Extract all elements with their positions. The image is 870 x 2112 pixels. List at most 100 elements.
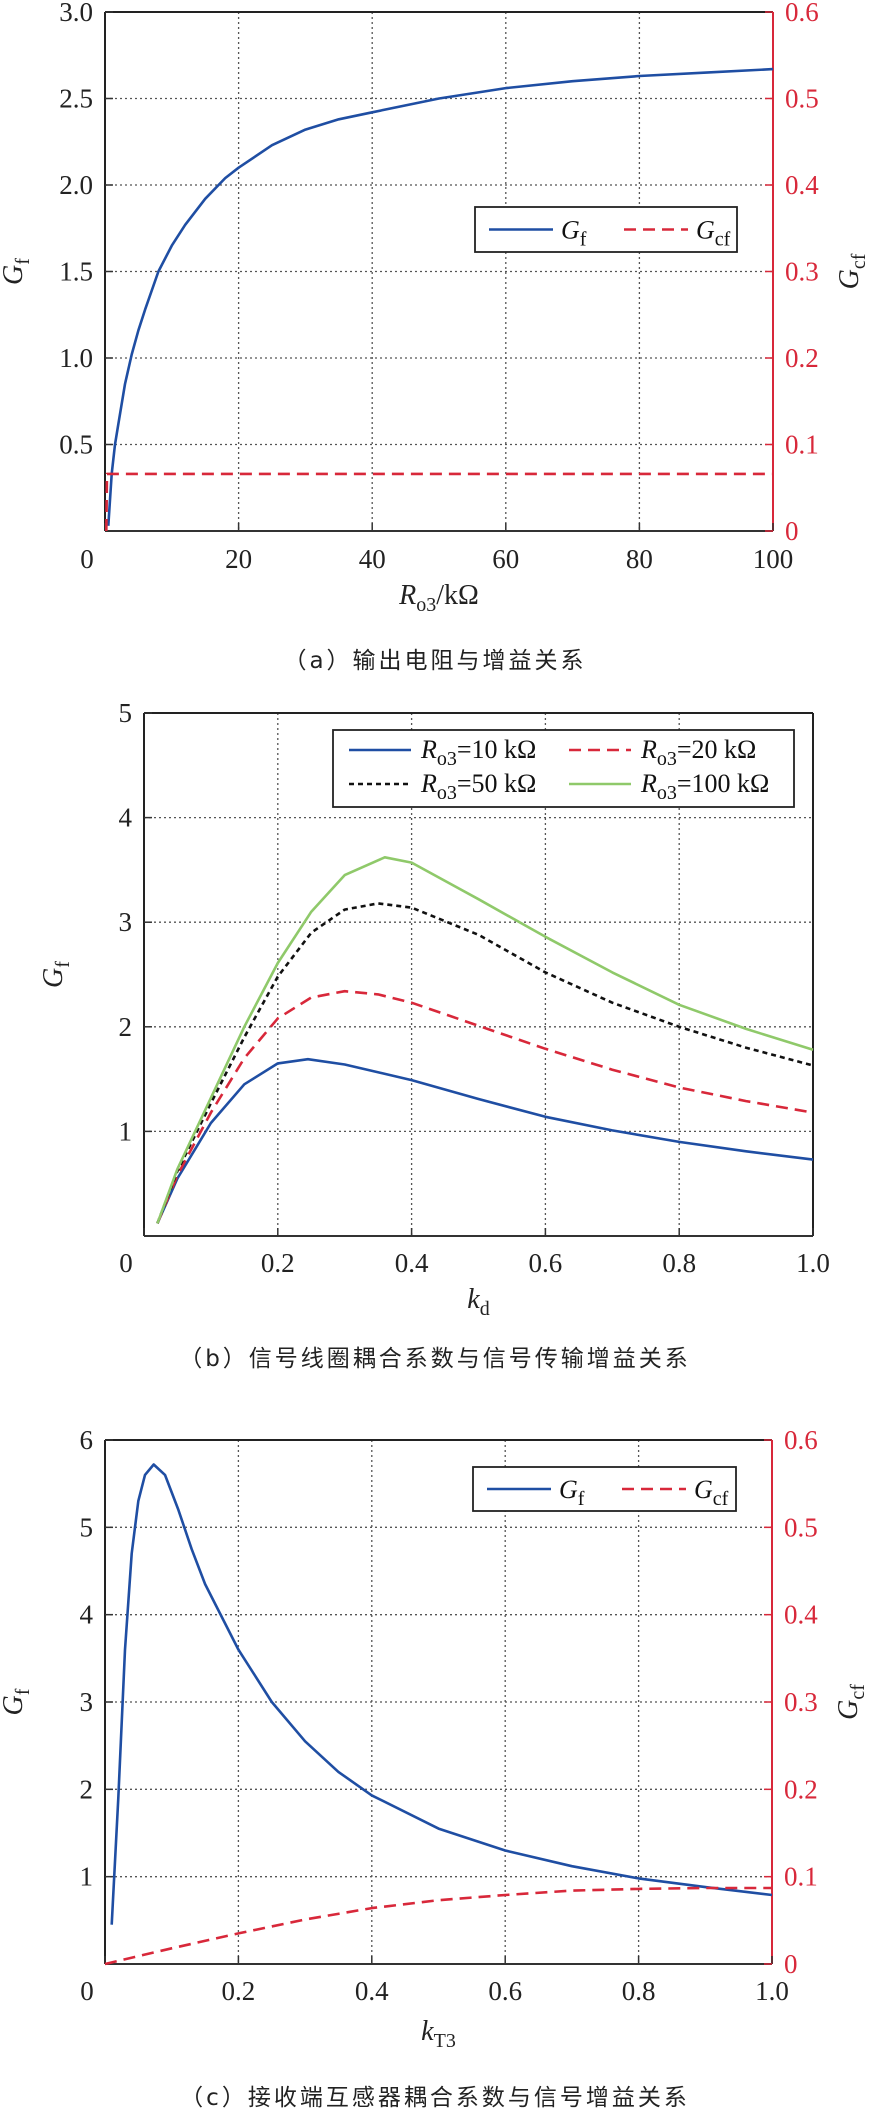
y-axis-label-left: Gf (0, 258, 34, 285)
x-tick-label: 0 (80, 1976, 94, 2006)
x-tick-label: 0.4 (355, 1976, 389, 2006)
series-line (110, 1463, 773, 1925)
legend: Ro3=10 kΩ Ro3=20 kΩ Ro3=50 kΩ Ro3=100 kΩ (332, 729, 795, 808)
x-axis-label: kT3 (421, 2016, 456, 2052)
grid-lines (105, 12, 773, 531)
svg-text:Gcf: Gcf (696, 216, 731, 251)
x-tick-label: 0 (80, 544, 94, 574)
data-series (104, 1463, 773, 1966)
x-axis-label: kd (467, 1284, 489, 1320)
x-axis-label: Ro3/kΩ (398, 580, 479, 616)
caption-b: （b）信号线圈耦合系数与信号传输增益关系 (179, 1346, 691, 1372)
svg-text:Gcf: Gcf (834, 253, 870, 289)
svg-text:Ro3=10 kΩ: Ro3=10 kΩ (420, 735, 536, 770)
y-tick-label-right: 0.6 (785, 0, 819, 27)
svg-text:Gf: Gf (0, 258, 34, 285)
y-tick-label: 3.0 (59, 0, 93, 27)
y-tick-label-right: 0 (784, 1949, 798, 1979)
caption-a: （a）输出电阻与增益关系 (283, 648, 587, 674)
chart-receiver-transformer-coupling-gain: 0 0.2 0.4 0.6 0.8 1.0 1 2 3 4 5 6 0 0.1 0.2 0.3 0.4 0.5 0.… (0, 1425, 869, 2052)
y-tick-label: 2 (80, 1774, 94, 1804)
y-tick-labels-left: 1 2 3 4 5 (119, 698, 152, 1146)
x-tick-label: 0.8 (622, 1976, 656, 2006)
y-tick-labels-right: 0 0.1 0.2 0.3 0.4 0.5 0.6 (764, 1425, 818, 1979)
data-series (156, 855, 814, 1224)
y-tick-label-right: 0.3 (784, 1687, 818, 1717)
legend: Gf Gcf (472, 1466, 737, 1512)
y-tick-label-right: 0.2 (785, 343, 819, 373)
y-axis-label-left: Gf (38, 961, 74, 988)
svg-text:Gf: Gf (559, 1475, 585, 1510)
svg-text:kd: kd (467, 1284, 489, 1320)
x-tick-label: 0.2 (261, 1248, 295, 1278)
series-line (107, 67, 774, 526)
legend: Gf Gcf (474, 206, 738, 253)
x-tick-label: 40 (359, 544, 386, 574)
y-tick-label: 4 (80, 1600, 94, 1630)
x-tick-label: 1.0 (796, 1248, 830, 1278)
y-axis-label-right: Gcf (833, 1684, 869, 1720)
x-tick-label: 60 (492, 544, 519, 574)
series-line (156, 902, 814, 1224)
series-line (156, 989, 814, 1224)
x-tick-label: 0.6 (488, 1976, 522, 2006)
y-tick-label: 4 (119, 803, 133, 833)
x-tick-labels: 0 0.2 0.4 0.6 0.8 1.0 (80, 1956, 789, 2006)
svg-text:Ro3/kΩ: Ro3/kΩ (398, 580, 479, 616)
y-tick-label: 1.5 (59, 257, 93, 287)
y-tick-label: 2 (119, 1012, 133, 1042)
y-tick-label-right: 0.4 (785, 170, 819, 200)
svg-text:Ro3=50 kΩ: Ro3=50 kΩ (420, 769, 536, 804)
y-tick-label: 1.0 (59, 343, 93, 373)
y-tick-label: 0.5 (59, 430, 93, 460)
y-tick-label: 5 (80, 1512, 94, 1542)
x-tick-label: 0.4 (395, 1248, 429, 1278)
y-tick-label: 1 (80, 1862, 94, 1892)
chart-signal-coil-coupling-gain: 0 0.2 0.4 0.6 0.8 1.0 1 2 3 4 5 Gf kd Ro3=10 kΩ Ro3=20… (38, 698, 830, 1320)
y-tick-label-right: 0.1 (784, 1862, 818, 1892)
grid-lines (144, 713, 813, 1236)
chart-output-resistance-gain: 0 20 40 60 80 100 0.5 1.0 1.5 2.0 2.5 3.0 0 0.1 0.2 0.3… (0, 0, 870, 616)
svg-text:Gf: Gf (0, 1688, 34, 1715)
y-tick-label-right: 0 (785, 516, 799, 546)
y-tick-labels-right: 0 0.1 0.2 0.3 0.4 0.5 0.6 (765, 0, 819, 546)
y-tick-label-right: 0.5 (784, 1512, 818, 1542)
y-tick-label-right: 0.4 (784, 1600, 818, 1630)
y-tick-labels-left: 0.5 1.0 1.5 2.0 2.5 3.0 (59, 0, 113, 460)
x-tick-label: 0.2 (222, 1976, 256, 2006)
y-axis-label-left: Gf (0, 1688, 34, 1715)
y-tick-label: 5 (119, 698, 133, 728)
svg-text:Gcf: Gcf (833, 1684, 869, 1720)
y-tick-label-right: 0.6 (784, 1425, 818, 1455)
series-line (156, 1057, 814, 1224)
svg-text:Gf: Gf (561, 216, 587, 251)
caption-c: （c）接收端互感器耦合系数与信号增益关系 (180, 2085, 690, 2111)
y-tick-label: 3 (80, 1687, 94, 1717)
series-line (104, 1886, 772, 1966)
y-tick-label-right: 0.3 (785, 257, 819, 287)
svg-text:Ro3=100 kΩ: Ro3=100 kΩ (640, 769, 769, 804)
y-tick-label-right: 0.1 (785, 430, 819, 460)
x-tick-label: 80 (626, 544, 653, 574)
data-series (105, 67, 774, 532)
svg-text:Gf: Gf (38, 961, 74, 988)
series-line (105, 472, 773, 532)
series-line (156, 855, 814, 1224)
x-tick-label: 0.8 (662, 1248, 696, 1278)
y-tick-label: 2.0 (59, 170, 93, 200)
x-tick-label: 100 (753, 544, 794, 574)
y-tick-label-right: 0.2 (784, 1774, 818, 1804)
y-tick-label: 6 (80, 1425, 94, 1455)
x-tick-label: 0 (119, 1248, 133, 1278)
svg-text:Gcf: Gcf (694, 1475, 729, 1510)
x-tick-label: 1.0 (755, 1976, 789, 2006)
x-tick-labels: 0 20 40 60 80 100 (80, 523, 793, 574)
x-tick-label: 20 (225, 544, 252, 574)
y-tick-label: 2.5 (59, 84, 93, 114)
x-tick-label: 0.6 (529, 1248, 563, 1278)
y-tick-label-right: 0.5 (785, 84, 819, 114)
x-tick-labels: 0 0.2 0.4 0.6 0.8 1.0 (119, 1228, 830, 1278)
y-axis-label-right: Gcf (834, 253, 870, 289)
svg-text:kT3: kT3 (421, 2016, 456, 2052)
y-tick-labels-left: 1 2 3 4 5 6 (80, 1425, 113, 1892)
